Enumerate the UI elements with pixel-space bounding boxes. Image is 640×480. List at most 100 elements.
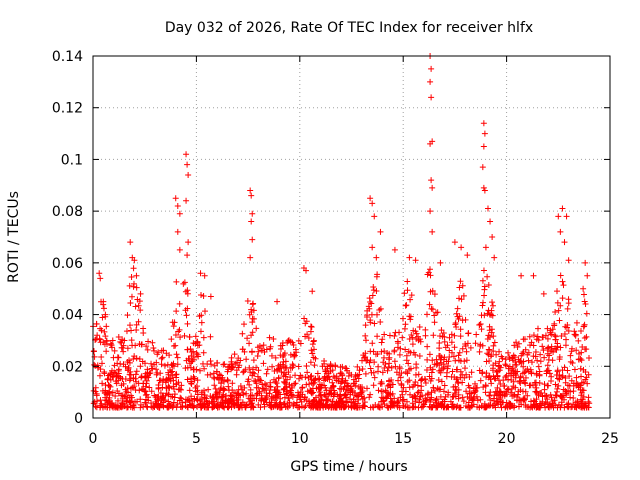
scatter-point (503, 399, 510, 406)
scatter-point (321, 391, 328, 398)
scatter-point (289, 339, 296, 346)
scatter-point (454, 366, 461, 373)
scatter-point (243, 390, 250, 397)
scatter-point (370, 382, 377, 389)
scatter-point (474, 384, 481, 391)
scatter-point (338, 386, 345, 393)
scatter-point (522, 380, 529, 387)
scatter-point (481, 292, 488, 299)
scatter-point (190, 404, 197, 411)
scatter-point (581, 298, 588, 305)
scatter-point (513, 372, 520, 379)
scatter-point (144, 346, 151, 353)
scatter-point (524, 366, 531, 373)
scatter-point (289, 392, 296, 399)
scatter-point (385, 390, 392, 397)
scatter-point (396, 351, 403, 358)
scatter-point (269, 363, 276, 370)
scatter-point (235, 364, 242, 371)
scatter-point (310, 354, 317, 361)
scatter-point (556, 317, 563, 324)
scatter-point (566, 373, 573, 380)
scatter-point (213, 368, 220, 375)
scatter-point (581, 334, 588, 341)
scatter-point (476, 322, 483, 329)
scatter-point (479, 277, 486, 284)
scatter-point (186, 387, 193, 394)
scatter-point (417, 393, 424, 400)
scatter-point (525, 357, 532, 364)
scatter-point (304, 369, 311, 376)
data-point (557, 228, 564, 235)
scatter-point (261, 387, 268, 394)
scatter-point (182, 307, 189, 314)
scatter-point (393, 369, 400, 376)
scatter-point (503, 391, 510, 398)
scatter-point (285, 337, 292, 344)
scatter-point (430, 332, 437, 339)
scatter-point (459, 282, 466, 289)
scatter-point (149, 365, 156, 372)
scatter-point (395, 377, 402, 384)
scatter-point (154, 394, 161, 401)
scatter-point (229, 387, 236, 394)
scatter-point (511, 354, 518, 361)
scatter-point (366, 359, 373, 366)
scatter-point (468, 369, 475, 376)
scatter-point (423, 367, 430, 374)
scatter-point (454, 305, 461, 312)
scatter-point (310, 338, 317, 345)
scatter-point (197, 328, 204, 335)
scatter-point (414, 382, 421, 389)
scatter-point (119, 344, 126, 351)
scatter-point (441, 338, 448, 345)
scatter-point (280, 363, 287, 370)
scatter-point (163, 385, 170, 392)
scatter-point (552, 381, 559, 388)
scatter-point (240, 389, 247, 396)
scatter-point (295, 363, 302, 370)
data-points (90, 53, 593, 411)
scatter-point (403, 398, 410, 405)
scatter-point (354, 363, 361, 370)
scatter-point (441, 404, 448, 411)
scatter-point (384, 350, 391, 357)
scatter-point (504, 386, 511, 393)
scatter-point (330, 393, 337, 400)
scatter-point (281, 350, 288, 357)
scatter-point (424, 343, 431, 350)
scatter-point (407, 316, 414, 323)
scatter-point (441, 396, 448, 403)
scatter-point (247, 369, 254, 376)
scatter-point (342, 390, 349, 397)
data-point (96, 270, 103, 277)
scatter-point (260, 342, 267, 349)
scatter-point (134, 398, 141, 405)
scatter-point (307, 323, 314, 330)
scatter-point (132, 342, 139, 349)
scatter-point (501, 382, 508, 389)
scatter-point (188, 393, 195, 400)
scatter-point (254, 373, 261, 380)
scatter-point (488, 380, 495, 387)
scatter-point (306, 400, 313, 407)
scatter-point (315, 376, 322, 383)
scatter-point (308, 389, 315, 396)
scatter-point (406, 336, 413, 343)
scatter-point (471, 389, 478, 396)
scatter-point (212, 385, 219, 392)
scatter-point (364, 312, 371, 319)
scatter-point (458, 296, 465, 303)
scatter-point (391, 347, 398, 354)
scatter-point (567, 394, 574, 401)
scatter-point (544, 335, 551, 342)
scatter-point (214, 374, 221, 381)
scatter-point (549, 357, 556, 364)
scatter-point (429, 287, 436, 294)
scatter-point (92, 403, 99, 410)
scatter-point (537, 351, 544, 358)
scatter-point (192, 333, 199, 340)
scatter-point (158, 361, 165, 368)
scatter-point (416, 353, 423, 360)
scatter-point (459, 394, 466, 401)
